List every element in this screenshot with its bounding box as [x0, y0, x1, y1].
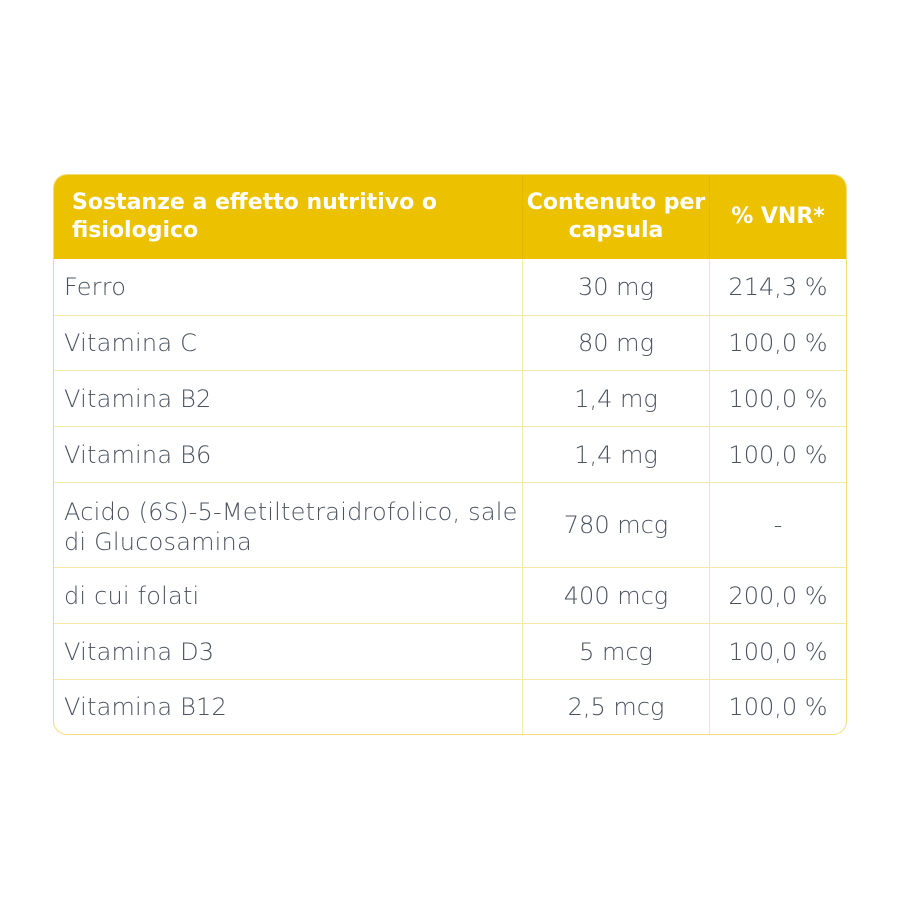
table-row: Vitamina C 80 mg 100,0 % — [54, 315, 846, 370]
table-row: Vitamina D3 5 mcg 100,0 % — [54, 623, 846, 679]
table-row: Vitamina B2 1,4 mg 100,0 % — [54, 370, 846, 426]
row-substance: di cui folati — [64, 581, 200, 610]
row-amount: 400 mcg — [522, 568, 709, 623]
nutrition-table: Sostanze a effetto nutritivo o fisiologi… — [53, 174, 847, 735]
table-row: Ferro 30 mg 214,3 % — [54, 259, 846, 315]
row-substance: Acido (6S)-5-Metiltetraidrofolico, sale … — [64, 498, 518, 556]
table-row: di cui folati 400 mcg 200,0 % — [54, 567, 846, 623]
row-amount: 1,4 mg — [522, 427, 709, 482]
row-amount: 80 mg — [522, 316, 709, 370]
header-amount: Contenuto per capsula — [522, 175, 709, 259]
header-substance: Sostanze a effetto nutritivo o fisiologi… — [72, 190, 437, 243]
table-body: Ferro 30 mg 214,3 % Vitamina C 80 mg 100,0 % V… — [54, 259, 846, 734]
row-substance: Vitamina B6 — [64, 440, 212, 469]
row-substance: Vitamina B12 — [64, 693, 227, 721]
header-vnr: % VNR* — [709, 175, 846, 259]
row-vnr: 100,0 % — [709, 680, 846, 734]
row-amount: 2,5 mcg — [522, 680, 709, 734]
table-row: Vitamina B12 2,5 mcg 100,0 % — [54, 679, 846, 734]
row-substance: Ferro — [64, 273, 127, 301]
row-vnr: 100,0 % — [709, 316, 846, 370]
table-row: Acido (6S)-5-Metiltetraidrofolico, sale … — [54, 482, 846, 567]
row-substance: Vitamina D3 — [64, 637, 215, 666]
row-substance: Vitamina B2 — [64, 384, 212, 413]
row-vnr: 100,0 % — [709, 371, 846, 426]
row-amount: 5 mcg — [522, 624, 709, 679]
row-vnr: 100,0 % — [709, 427, 846, 482]
row-amount: 1,4 mg — [522, 371, 709, 426]
row-vnr: 200,0 % — [709, 568, 846, 623]
row-substance: Vitamina C — [64, 329, 198, 357]
row-vnr: - — [709, 483, 846, 567]
row-vnr: 214,3 % — [709, 259, 846, 315]
row-amount: 780 mcg — [522, 483, 709, 567]
table-row: Vitamina B6 1,4 mg 100,0 % — [54, 426, 846, 482]
row-amount: 30 mg — [522, 259, 709, 315]
row-vnr: 100,0 % — [709, 624, 846, 679]
table-header: Sostanze a effetto nutritivo o fisiologi… — [54, 175, 846, 259]
